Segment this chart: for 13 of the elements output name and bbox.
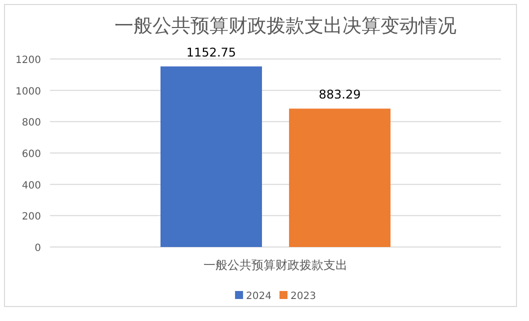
y-tick-label: 1000 — [16, 86, 41, 98]
y-tick-label: 0 — [34, 243, 41, 254]
legend-label: 2024 — [246, 291, 272, 302]
legend-label: 2023 — [290, 291, 316, 302]
y-tick-label: 1200 — [16, 55, 41, 66]
chart-title: 一般公共预算财政拨款支出决算变动情况 — [114, 15, 456, 37]
data-label: 1152.75 — [186, 45, 236, 60]
y-tick-label: 400 — [22, 180, 41, 192]
y-tick-label: 200 — [22, 212, 41, 223]
y-tick-label: 600 — [22, 149, 41, 160]
x-tick-label: 一般公共预算财政拨款支出 — [204, 258, 348, 272]
data-label: 883.29 — [318, 88, 361, 102]
y-tick-label: 800 — [22, 118, 41, 129]
